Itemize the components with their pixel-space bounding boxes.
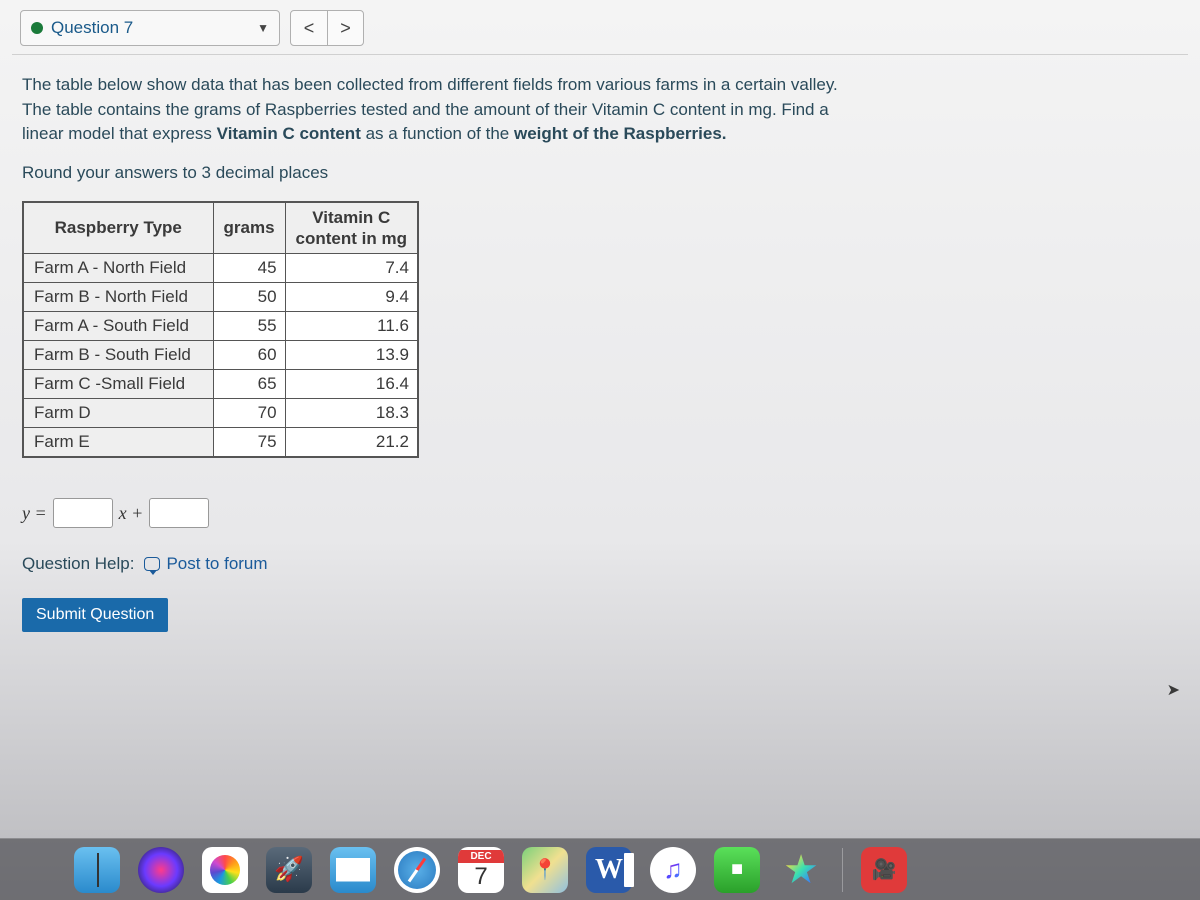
help-prefix: Question Help: [22,554,134,574]
word-label: W [595,854,623,886]
question-toolbar: Question 7 ▼ < > [0,0,1200,54]
row-vitc: 11.6 [285,312,418,341]
data-table: Raspberry Type grams Vitamin Ccontent in… [22,201,419,459]
row-grams: 60 [213,341,285,370]
help-row: Question Help: Post to forum [22,554,1178,574]
safari-dock-icon[interactable] [394,847,440,893]
question-prompt: The table below show data that has been … [22,73,1112,147]
status-dot-icon [31,22,43,34]
row-vitc: 21.2 [285,428,418,458]
maps-dock-icon[interactable] [522,847,568,893]
row-vitc: 7.4 [285,254,418,283]
prev-question-button[interactable]: < [291,11,327,45]
row-vitc: 9.4 [285,283,418,312]
intercept-input[interactable] [149,498,209,528]
table-row: Farm A - North Field457.4 [23,254,418,283]
finder-dock-icon[interactable] [74,847,120,893]
word-dock-icon[interactable]: W [586,847,632,893]
table-row: Farm D7018.3 [23,399,418,428]
y-equals-label: y = [22,503,47,524]
row-vitc: 16.4 [285,370,418,399]
prompt-bold2: weight of the Raspberries. [514,124,727,143]
row-label: Farm C -Small Field [23,370,213,399]
facetime-dock-icon[interactable] [714,847,760,893]
slope-input[interactable] [53,498,113,528]
table-row: Farm B - South Field6013.9 [23,341,418,370]
equation-row: y = x + [22,498,1178,528]
launchpad-dock-icon[interactable] [266,847,312,893]
col-header-vitc: Vitamin Ccontent in mg [285,202,418,254]
imovie-dock-icon[interactable]: ★ [778,847,824,893]
row-grams: 65 [213,370,285,399]
prompt-line3b: as a function of the [361,124,514,143]
table-row: Farm B - North Field509.4 [23,283,418,312]
question-selector[interactable]: Question 7 ▼ [20,10,280,46]
photos-dock-icon[interactable] [202,847,248,893]
forum-link-label: Post to forum [166,554,267,574]
table-row: Farm C -Small Field6516.4 [23,370,418,399]
cursor-icon: ➤ [1167,680,1180,700]
row-grams: 50 [213,283,285,312]
row-grams: 70 [213,399,285,428]
screen-recorder-dock-icon[interactable] [861,847,907,893]
rounding-note: Round your answers to 3 decimal places [22,163,1178,183]
row-grams: 75 [213,428,285,458]
row-vitc: 13.9 [285,341,418,370]
submit-question-button[interactable]: Submit Question [22,598,168,632]
itunes-dock-icon[interactable] [650,847,696,893]
next-question-button[interactable]: > [327,11,363,45]
speech-bubble-icon [144,557,160,571]
row-grams: 55 [213,312,285,341]
row-label: Farm E [23,428,213,458]
row-grams: 45 [213,254,285,283]
prompt-line3a: linear model that express [22,124,217,143]
calendar-dock-icon[interactable]: DEC 7 [458,847,504,893]
table-row: Farm E7521.2 [23,428,418,458]
row-vitc: 18.3 [285,399,418,428]
post-to-forum-link[interactable]: Post to forum [144,554,267,574]
prompt-bold1: Vitamin C content [217,124,361,143]
dock-divider [842,848,843,892]
calendar-month: DEC [458,850,504,863]
row-label: Farm A - North Field [23,254,213,283]
macos-dock: DEC 7 W ★ [0,838,1200,900]
chevron-down-icon: ▼ [257,21,269,35]
prompt-line2: The table contains the grams of Raspberr… [22,100,829,119]
row-label: Farm B - South Field [23,341,213,370]
prompt-line1: The table below show data that has been … [22,75,838,94]
question-content: The table below show data that has been … [0,65,1200,640]
row-label: Farm D [23,399,213,428]
question-label: Question 7 [51,18,133,38]
mail-dock-icon[interactable] [330,847,376,893]
toolbar-divider [12,54,1188,55]
nav-buttons: < > [290,10,364,46]
x-plus-label: x + [119,503,144,524]
row-label: Farm A - South Field [23,312,213,341]
siri-dock-icon[interactable] [138,847,184,893]
table-row: Farm A - South Field5511.6 [23,312,418,341]
col-header-raspberry: Raspberry Type [23,202,213,254]
row-label: Farm B - North Field [23,283,213,312]
col-header-grams: grams [213,202,285,254]
calendar-day: 7 [474,863,487,889]
